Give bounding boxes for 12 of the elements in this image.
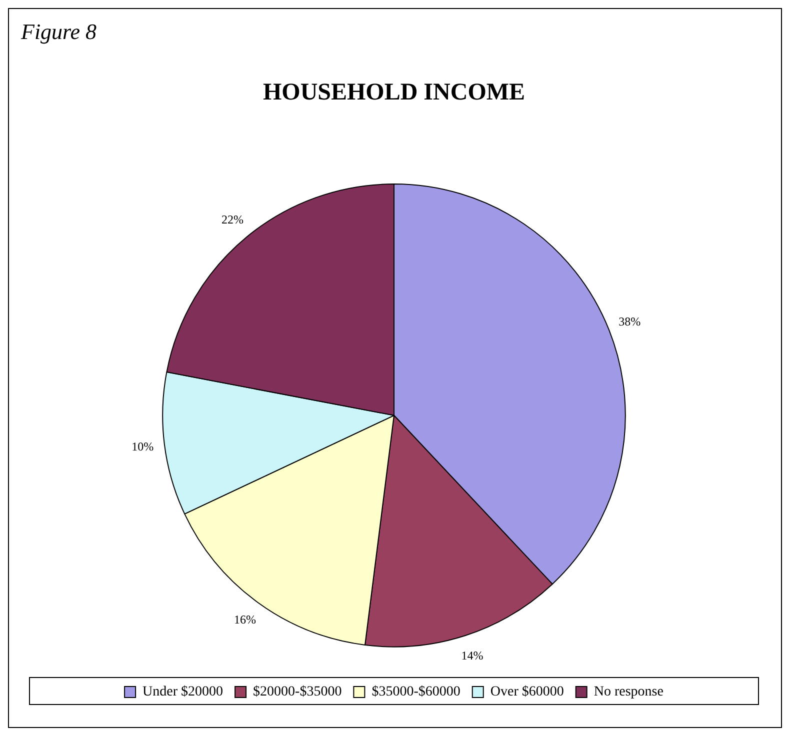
data-label: 10% [132, 439, 154, 454]
legend-label: $35000-$60000 [372, 684, 460, 700]
legend-label: $20000-$35000 [253, 684, 342, 700]
data-label: 22% [221, 212, 244, 226]
legend-label: No response [594, 684, 664, 700]
data-label: 14% [461, 648, 484, 663]
data-label: 38% [618, 314, 641, 328]
data-label: 16% [234, 612, 256, 627]
legend-label: Under $20000 [142, 684, 224, 700]
legend-label: Over $60000 [490, 684, 564, 700]
caption: Figure 8 [21, 19, 97, 45]
chart-title: HOUSEHOLD INCOME [262, 80, 526, 106]
